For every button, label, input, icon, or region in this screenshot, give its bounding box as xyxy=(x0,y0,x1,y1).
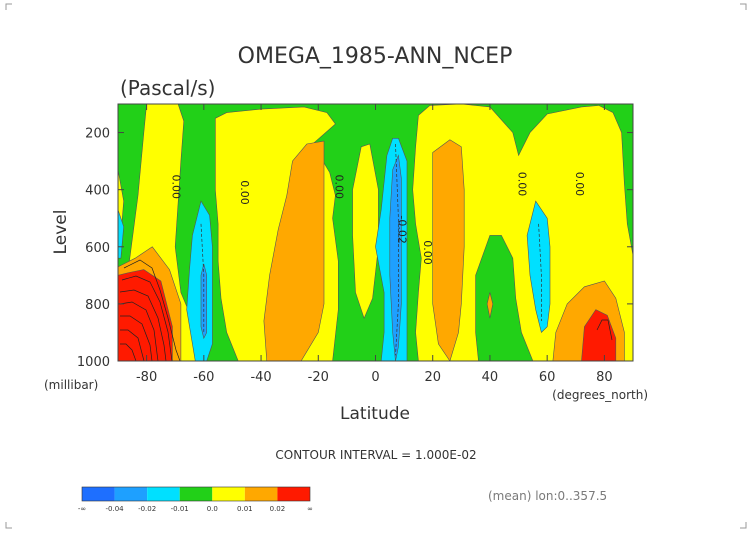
legend-level-label: -0.04 xyxy=(106,505,125,513)
legend-level-label: 0.02 xyxy=(270,505,286,513)
y-tick-label: 600 xyxy=(85,241,110,256)
legend-swatch xyxy=(179,487,213,501)
region-neg-north xyxy=(526,200,551,333)
contour-label: 0.00 xyxy=(573,172,586,197)
contour-label: 0.00 xyxy=(516,172,529,197)
contour-line xyxy=(119,289,167,361)
y-axis-label: Level xyxy=(51,210,71,255)
region-pos2-south-mid xyxy=(263,140,325,361)
region-pos3-south xyxy=(118,269,173,361)
contour-label: -0.02 xyxy=(395,215,408,243)
legend-level-label: -0.02 xyxy=(138,505,156,513)
chart-title: OMEGA_1985-ANN_NCEP xyxy=(238,44,513,69)
negative-contour-line xyxy=(200,223,205,333)
legend-level-label: 0.01 xyxy=(237,505,253,513)
contour-line xyxy=(120,329,145,361)
region-pos2-north-blob xyxy=(486,292,494,319)
y-tick-label: 1000 xyxy=(77,355,110,370)
contour-line xyxy=(123,259,181,361)
contour-label: 0.00 xyxy=(238,180,251,205)
contour-interval-note: CONTOUR INTERVAL = 1.000E-02 xyxy=(275,448,476,462)
contour-line-group xyxy=(119,259,613,361)
region-neg-left-edge xyxy=(118,209,125,259)
region-pos2-north xyxy=(432,139,465,361)
contour-line xyxy=(120,315,153,361)
legend-swatch xyxy=(212,487,245,501)
chart-units: (Pascal/s) xyxy=(120,76,215,100)
x-tick-label: 80 xyxy=(596,370,613,385)
contour-label: 0.00 xyxy=(169,175,182,200)
color-legend: -∞ -0.04 -0.02 -0.01 0.0 0.01 0.02 ∞ xyxy=(78,486,313,513)
negative-contour-line xyxy=(538,223,542,321)
contour-label: 0.00 xyxy=(421,240,434,265)
region-pos3-north xyxy=(581,309,617,361)
contour-line xyxy=(120,343,137,361)
y-axis-units: (millibar) xyxy=(44,378,98,392)
x-axis: -80 -60 -40 -20 0 20 40 60 80 xyxy=(136,104,613,385)
legend-swatch xyxy=(244,487,278,501)
legend-swatch xyxy=(82,487,115,501)
legend-frame xyxy=(81,486,311,502)
contour-line xyxy=(121,275,173,361)
legend-level-label: ∞ xyxy=(307,505,313,513)
contour-label: 0.00 xyxy=(332,175,345,200)
y-axis: 200 400 600 800 1000 xyxy=(77,127,633,370)
x-tick-label: 20 xyxy=(424,370,441,385)
contour-line xyxy=(596,319,613,341)
x-tick-label: -80 xyxy=(136,370,157,385)
legend-level-label: 0.0 xyxy=(207,505,218,513)
x-tick-label: 60 xyxy=(539,370,556,385)
contour-fills xyxy=(118,104,633,361)
legend-level-label: -0.01 xyxy=(171,505,189,513)
corner-marks xyxy=(5,3,747,529)
x-tick-label: -40 xyxy=(250,370,271,385)
x-tick-label: -20 xyxy=(308,370,329,385)
y-tick-label: 200 xyxy=(85,127,110,142)
x-tick-label: 40 xyxy=(482,370,499,385)
x-axis-label: Latitude xyxy=(340,404,410,424)
legend-swatch xyxy=(114,487,148,501)
legend-level-label: -∞ xyxy=(78,505,86,513)
contour-line xyxy=(119,301,159,361)
x-tick-label: -60 xyxy=(193,370,214,385)
region-pos-center xyxy=(352,143,379,320)
y-tick-label: 800 xyxy=(85,298,110,313)
contour-labels: 0.00 0.00 0.00 -0.02 0.00 0.00 0.00 xyxy=(169,172,585,265)
negative-contour-line xyxy=(395,143,399,356)
legend-swatch xyxy=(277,487,310,501)
legend-swatch xyxy=(147,487,180,501)
y-tick-label: 400 xyxy=(85,184,110,199)
x-axis-units: (degrees_north) xyxy=(552,388,648,402)
footnote: (mean) lon:0..357.5 xyxy=(488,489,607,503)
x-tick-label: 0 xyxy=(371,370,379,385)
